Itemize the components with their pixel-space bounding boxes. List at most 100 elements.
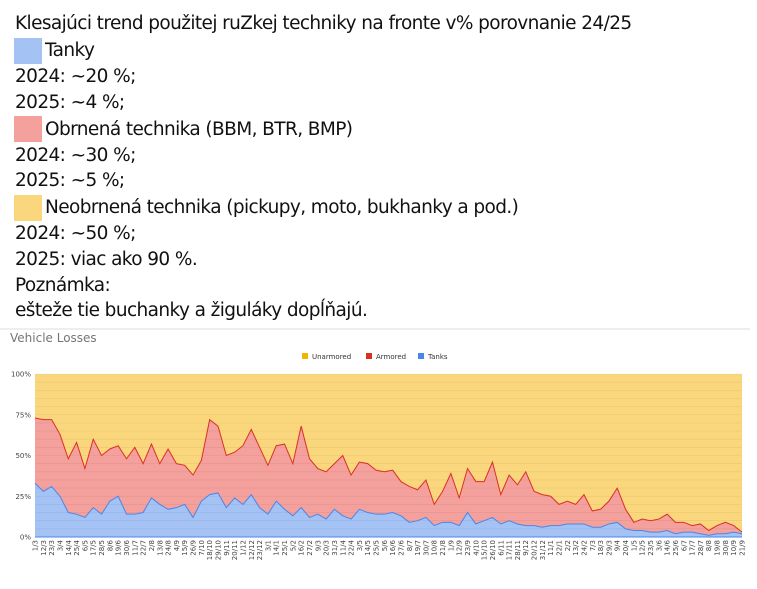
x-tick-label: 23/9 [464,540,472,556]
x-tick-label: 17/5 [90,540,98,556]
page-title: Klesajúci trend použitej ruZkej techniky… [15,13,632,34]
x-tick-label: 14/6 [664,539,672,555]
unarmored-label: Neobrnená technika (pickupy, moto, bukha… [45,197,519,218]
x-tick-label: 15/10 [481,540,489,560]
x-tick-label: 15/9 [181,540,189,556]
x-tick-label: 8/8 [705,540,713,551]
x-tick-label: 11/1 [547,540,555,556]
tanks-swatch [14,38,42,64]
tanks-line [34,482,743,536]
armored-label: Obrnená technika (BBM, BTR, BMP) [45,119,353,140]
x-tick-label: 26/10 [489,540,497,560]
legend-label-armored: Armored [376,353,406,361]
x-tick-label: 18/3 [597,540,605,556]
x-tick-label: 21/8 [439,540,447,556]
x-tick-label: 14/4 [65,539,73,555]
x-tick-label: 19/8 [714,540,722,556]
x-tick-label: 31/3 [331,540,339,556]
x-tick-label: 18/10 [206,540,214,560]
tanks-2024: 2024: ~20 %; [15,66,136,87]
x-tick-label: 19/7 [414,540,422,556]
x-tick-label: 29/3 [605,540,613,556]
x-tick-label: 6/5 [81,540,89,551]
x-tick-label: 21/9 [739,540,747,556]
note-text: ešteže tie buchanky a žiguláky dopĺňajú. [15,300,368,321]
x-tick-label: 23/12 [256,540,264,560]
x-tick-label: 27/2 [306,540,314,556]
x-tick-label: 9/11 [223,540,231,556]
x-tick-label: 8/6 [106,539,114,551]
x-tick-label: 5/6 [381,539,389,551]
vehicle-losses-chart: Vehicle Losses 0%25%50%75%100%1/3 12/3 23/… [0,328,750,560]
y-tick-label: 100% [11,371,31,379]
x-tick-label: 30/7 [422,540,430,556]
x-tick-label: 28/5 [98,540,106,556]
tanks-2025: 2025: ~4 %; [15,92,125,113]
legend-swatch-unarmored [302,353,308,359]
x-tick-label: 13/8 [156,540,164,556]
x-tick-label: 24/8 [165,540,173,556]
x-tick-label: 9/4 [614,539,622,551]
x-tick-label: 14/5 [364,540,372,556]
x-tick-label: 28/11 [514,540,522,560]
legend-swatch-tanks [418,353,424,359]
x-tick-label: 16/2 [298,540,306,556]
chart-title: Vehicle Losses [10,331,97,345]
x-tick-label: 24/2 [580,540,588,556]
x-tick-label: 12/12 [248,540,256,560]
x-tick-label: 8/7 [406,540,414,551]
x-tick-label: 1/12 [239,540,247,556]
x-tick-label: 30/6 [123,539,131,555]
x-tick-label: 9/12 [522,540,530,556]
x-tick-label: 20/3 [323,540,331,556]
x-tick-label: 5/2 [289,540,297,551]
x-tick-label: 3/4 [56,539,64,551]
x-tick-label: 10/9 [730,540,738,556]
x-tick-label: 25/6 [672,539,680,555]
note-label: Poznámka: [15,275,111,296]
unarmored-2025: 2025: viac ako 90 %. [15,249,198,270]
x-tick-label: 6/7 [680,540,688,551]
x-tick-label: 11/4 [339,539,347,555]
y-tick-label: 0% [20,534,31,542]
y-tick-label: 25% [15,493,31,501]
x-tick-label: 25/5 [373,540,381,556]
armored-2024: 2024: ~30 %; [15,145,136,166]
x-tick-label: 3/1 [264,540,272,551]
x-tick-label: 10/8 [431,540,439,556]
x-tick-label: 2/2 [564,540,572,551]
x-tick-label: 12/9 [456,540,464,556]
x-tick-label: 17/7 [689,540,697,556]
x-tick-label: 9/3 [314,540,322,551]
legend-swatch-armored [366,353,372,359]
x-tick-label: 31/12 [539,540,547,560]
x-tick-label: 23/3 [48,540,56,556]
x-tick-label: 2/8 [148,540,156,551]
tanks-label: Tanky [45,40,95,61]
unarmored-swatch [14,195,42,221]
x-tick-label: 4/9 [173,540,181,551]
legend-label-unarmored: Unarmored [312,353,351,361]
x-tick-label: 20/4 [622,539,630,555]
x-tick-label: 20/11 [231,540,239,560]
unarmored-2024: 2024: ~50 %; [15,223,136,244]
x-tick-label: 1/3 [32,540,40,551]
x-tick-label: 22/1 [556,540,564,556]
y-tick-label: 50% [15,452,31,460]
x-tick-label: 19/6 [115,539,123,555]
x-tick-label: 22/7 [140,540,148,556]
x-tick-label: 3/5 [356,540,364,551]
x-tick-label: 12/3 [40,540,48,556]
x-tick-label: 29/10 [214,540,222,560]
x-tick-label: 22/4 [348,539,356,555]
x-tick-label: 7/3 [589,540,597,551]
x-tick-label: 27/6 [397,539,405,555]
tanks-area [35,483,742,537]
x-tick-label: 6/11 [497,540,505,556]
x-tick-label: 26/9 [190,540,198,556]
x-tick-label: 7/10 [198,540,206,556]
x-tick-label: 25/1 [281,540,289,556]
x-tick-label: 28/7 [697,540,705,556]
armored-2025: 2025: ~5 %; [15,170,125,191]
legend-label-tanks: Tanks [427,353,448,361]
